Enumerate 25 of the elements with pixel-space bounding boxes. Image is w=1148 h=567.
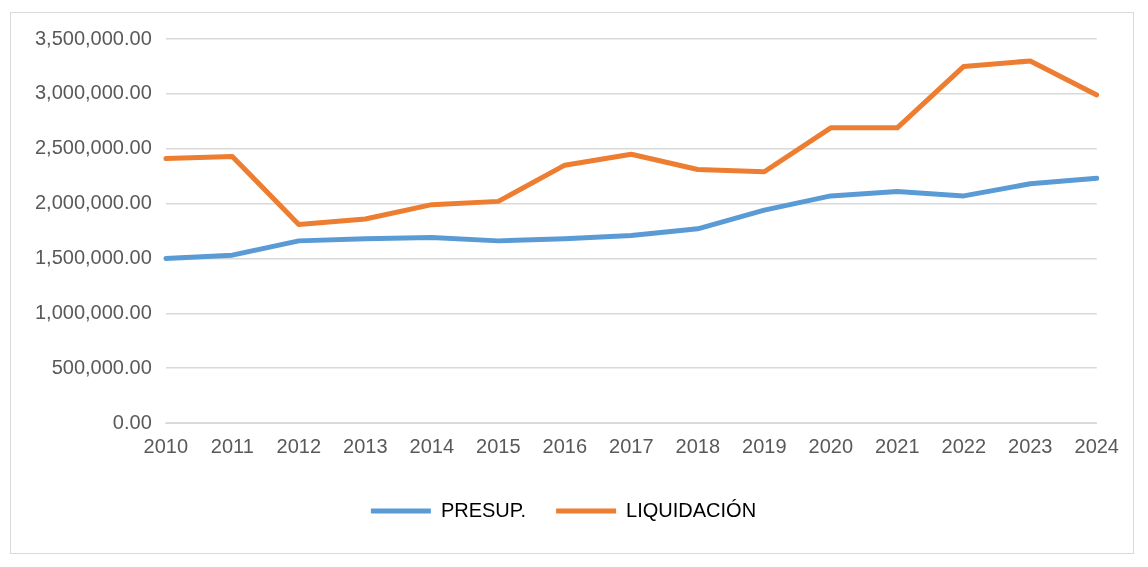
legend-label: LIQUIDACIÓN xyxy=(626,498,757,521)
x-tick-label: 2018 xyxy=(675,434,721,457)
x-tick-label: 2013 xyxy=(343,434,388,457)
x-tick-label: 2019 xyxy=(742,434,787,457)
legend-label: PRESUP. xyxy=(440,498,527,521)
y-tick-label: 0.00 xyxy=(112,410,152,433)
x-tick-label: 2010 xyxy=(143,434,189,457)
x-tick-label: 2011 xyxy=(210,434,254,457)
x-tick-label: 2015 xyxy=(476,434,521,457)
x-tick-label: 2017 xyxy=(609,434,654,457)
y-tick-label: 500,000.00 xyxy=(51,355,152,378)
y-tick-label: 1,500,000.00 xyxy=(35,245,152,268)
y-tick-label: 2,000,000.00 xyxy=(35,191,152,214)
x-tick-label: 2022 xyxy=(941,434,987,457)
y-tick-label: 3,000,000.00 xyxy=(35,81,152,104)
x-tick-label: 2016 xyxy=(542,434,588,457)
x-tick-label: 2021 xyxy=(875,434,920,457)
y-tick-label: 3,500,000.00 xyxy=(35,26,152,49)
x-tick-label: 2024 xyxy=(1074,434,1119,457)
x-tick-label: 2023 xyxy=(1008,434,1053,457)
x-tick-label: 2014 xyxy=(409,434,455,457)
y-tick-label: 2,500,000.00 xyxy=(35,136,152,159)
x-tick-label: 2012 xyxy=(276,434,322,457)
x-tick-label: 2020 xyxy=(808,434,854,457)
y-tick-label: 1,000,000.00 xyxy=(35,300,152,323)
